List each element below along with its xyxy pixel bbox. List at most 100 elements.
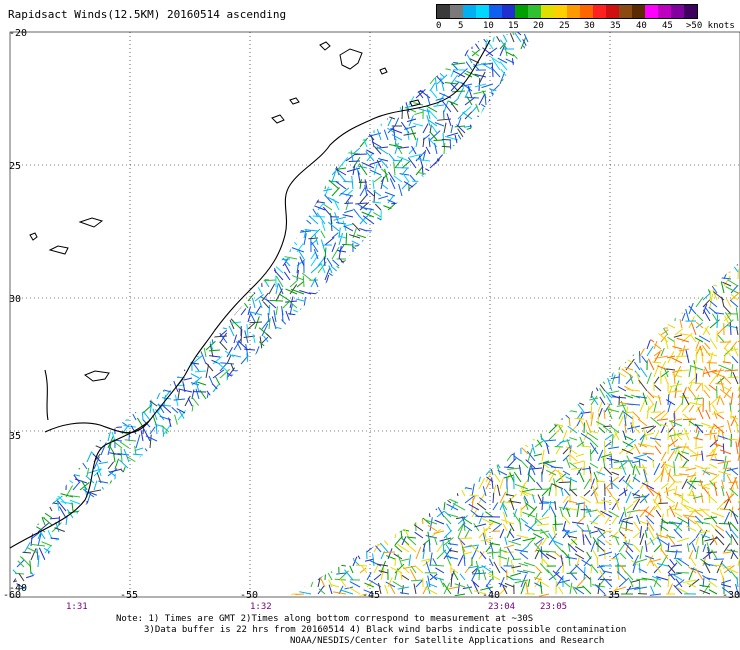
- wind-barb: [342, 425, 347, 435]
- wind-barb: [394, 219, 399, 232]
- wind-barb: [184, 172, 196, 183]
- wind-barb: [35, 312, 39, 323]
- wind-barb: [66, 414, 74, 421]
- wind-barb: [393, 161, 396, 176]
- wind-barb: [145, 264, 158, 274]
- wind-barb: [422, 198, 431, 211]
- wind-barb: [102, 490, 116, 498]
- wind-barb: [10, 370, 18, 373]
- wind-barb: [157, 142, 165, 155]
- wind-barb: [294, 339, 305, 351]
- wind-barb: [282, 477, 285, 491]
- wind-barb: [345, 94, 349, 106]
- wind-barb: [391, 386, 403, 393]
- wind-barb: [17, 237, 32, 240]
- wind-barb: [30, 71, 37, 85]
- wind-barb: [211, 417, 221, 421]
- wind-barb: [168, 313, 179, 316]
- wind-barb: [271, 242, 284, 246]
- wind-barb: [184, 417, 187, 428]
- wind-barb: [275, 266, 284, 274]
- wind-barb: [240, 97, 250, 106]
- wind-barb: [62, 397, 67, 407]
- wind-barb: [296, 269, 299, 281]
- wind-barb: [79, 313, 85, 323]
- wind-barb: [142, 45, 148, 57]
- wind-barb: [70, 92, 81, 99]
- wind-barb: [249, 206, 256, 218]
- wind-barb: [58, 482, 64, 491]
- wind-barb: [310, 133, 319, 141]
- wind-barb: [337, 482, 347, 491]
- wind-barb: [380, 515, 390, 526]
- wind-barb: [278, 572, 291, 575]
- wind-barb: [223, 26, 234, 28]
- wind-barb: [335, 292, 347, 295]
- wind-barb: [233, 110, 241, 120]
- wind-barb: [43, 169, 46, 183]
- wind-barb: [342, 354, 354, 358]
- wind-barb: [219, 475, 228, 484]
- wind-barb: [153, 566, 165, 569]
- wind-barb: [166, 199, 179, 204]
- wind-barb: [275, 425, 279, 435]
- wind-barb: [376, 475, 382, 484]
- wind-barb: [184, 424, 196, 435]
- wind-barb: [149, 448, 155, 463]
- wind-barb: [142, 170, 151, 183]
- wind-barb: [357, 305, 368, 316]
- wind-barb: [26, 167, 39, 172]
- wind-barb: [366, 433, 371, 442]
- wind-barb: [219, 341, 228, 351]
- wind-barb: [387, 74, 391, 85]
- wind-barb: [161, 323, 172, 330]
- wind-barb: [254, 451, 263, 456]
- wind-barb: [333, 21, 339, 28]
- wind-barb: [252, 521, 263, 526]
- wind-barb: [36, 37, 46, 50]
- wind-barb: [156, 549, 160, 561]
- wind-barb: [383, 344, 396, 351]
- wind-barb: [51, 431, 60, 442]
- wind-barb: [107, 551, 112, 561]
- wind-barb: [398, 510, 410, 513]
- wind-barb: [296, 320, 305, 330]
- wind-barb: [204, 80, 214, 92]
- wind-barb: [129, 513, 144, 519]
- wind-barb: [308, 159, 312, 169]
- wind-barb: [23, 67, 33, 78]
- wind-barb: [223, 433, 228, 442]
- wind-barb: [89, 572, 102, 575]
- wind-barb: [165, 561, 172, 575]
- wind-barb: [392, 244, 403, 253]
- wind-barb: [163, 503, 169, 512]
- wind-barb: [293, 80, 305, 85]
- wind-barb: [265, 539, 277, 547]
- wind-barb: [167, 311, 172, 323]
- wind-barb: [359, 278, 367, 288]
- wind-barb: [77, 426, 88, 429]
- wind-barb: [192, 225, 200, 232]
- wind-barb: [177, 440, 185, 449]
- wind-barb: [400, 442, 410, 449]
- legend-label: 5: [458, 21, 464, 31]
- wind-barb: [350, 479, 361, 484]
- wind-barb: [127, 130, 130, 141]
- wind-barb: [294, 418, 305, 421]
- wind-barb: [271, 72, 284, 78]
- wind-barb: [261, 171, 270, 183]
- wind-barb: [30, 463, 39, 470]
- wind-barb: [390, 33, 396, 43]
- wind-barb: [174, 511, 186, 519]
- wind-barb: [325, 316, 333, 330]
- wind-barb: [390, 345, 403, 351]
- wind-barb: [35, 424, 46, 435]
- wind-barb: [16, 69, 22, 78]
- wind-barb: [51, 130, 63, 141]
- wind-barb: [67, 550, 81, 554]
- wind-barb: [106, 283, 116, 295]
- wind-barb: [412, 506, 417, 519]
- wind-barb: [315, 68, 319, 78]
- wind-barb: [59, 299, 67, 309]
- wind-barb: [114, 458, 120, 470]
